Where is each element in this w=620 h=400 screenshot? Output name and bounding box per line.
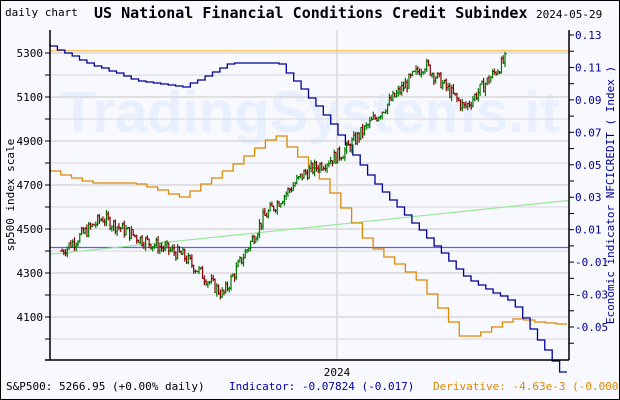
derivative-readout: Derivative: -4.63e-3 (-0.000) <box>433 380 620 393</box>
left-tick-label: 4900 <box>17 135 44 148</box>
left-tick-label: 4500 <box>17 223 44 236</box>
derivative-line <box>49 135 567 337</box>
indicator-readout: Indicator: -0.07824 (-0.017) <box>229 380 415 393</box>
left-tick-label: 4300 <box>17 267 44 280</box>
left-tick-label: 5300 <box>17 47 44 60</box>
chart-date: 2024-05-29 <box>536 8 603 21</box>
right-tick-label: 0.07 <box>575 126 602 139</box>
axes: 4100 4300 4500 4700 4900 5100 5300 0.13 0.11 0.09… <box>4 29 617 379</box>
right-tick-label: 0.09 <box>575 94 602 107</box>
indicator-line <box>49 43 567 373</box>
right-axis-title: Economic indicator NFCICREDIT ( Index ) <box>604 66 617 324</box>
left-tick-label: 5100 <box>17 91 44 104</box>
left-axis-title: sp500 index scale <box>4 139 17 252</box>
right-tick-label: 0.01 <box>575 224 602 237</box>
left-tick-label: 4700 <box>17 179 44 192</box>
ohlc-bar <box>503 51 507 67</box>
right-tick-label: 0.05 <box>575 159 602 172</box>
chart-title: US National Financial Conditions Credit … <box>94 4 528 22</box>
right-tick-label: -0.01 <box>575 256 608 269</box>
x-tick-label: 2024 <box>324 366 351 379</box>
left-tick-label: 4100 <box>17 311 44 324</box>
trend-line <box>49 199 570 255</box>
right-tick-label: 0.13 <box>575 29 602 42</box>
chart-period-label: daily chart <box>5 6 78 19</box>
right-tick-label: -0.03 <box>575 289 608 302</box>
grid-lines <box>50 30 569 360</box>
right-tick-label: 0.11 <box>575 61 602 74</box>
right-tick-label: 0.03 <box>575 191 602 204</box>
series-layer <box>49 43 570 373</box>
watermark: TradingSystems.it <box>60 80 560 145</box>
right-tick-label: -0.05 <box>575 321 608 334</box>
sp500-readout: S&P500: 5266.95 (+0.00% daily) <box>6 380 205 393</box>
